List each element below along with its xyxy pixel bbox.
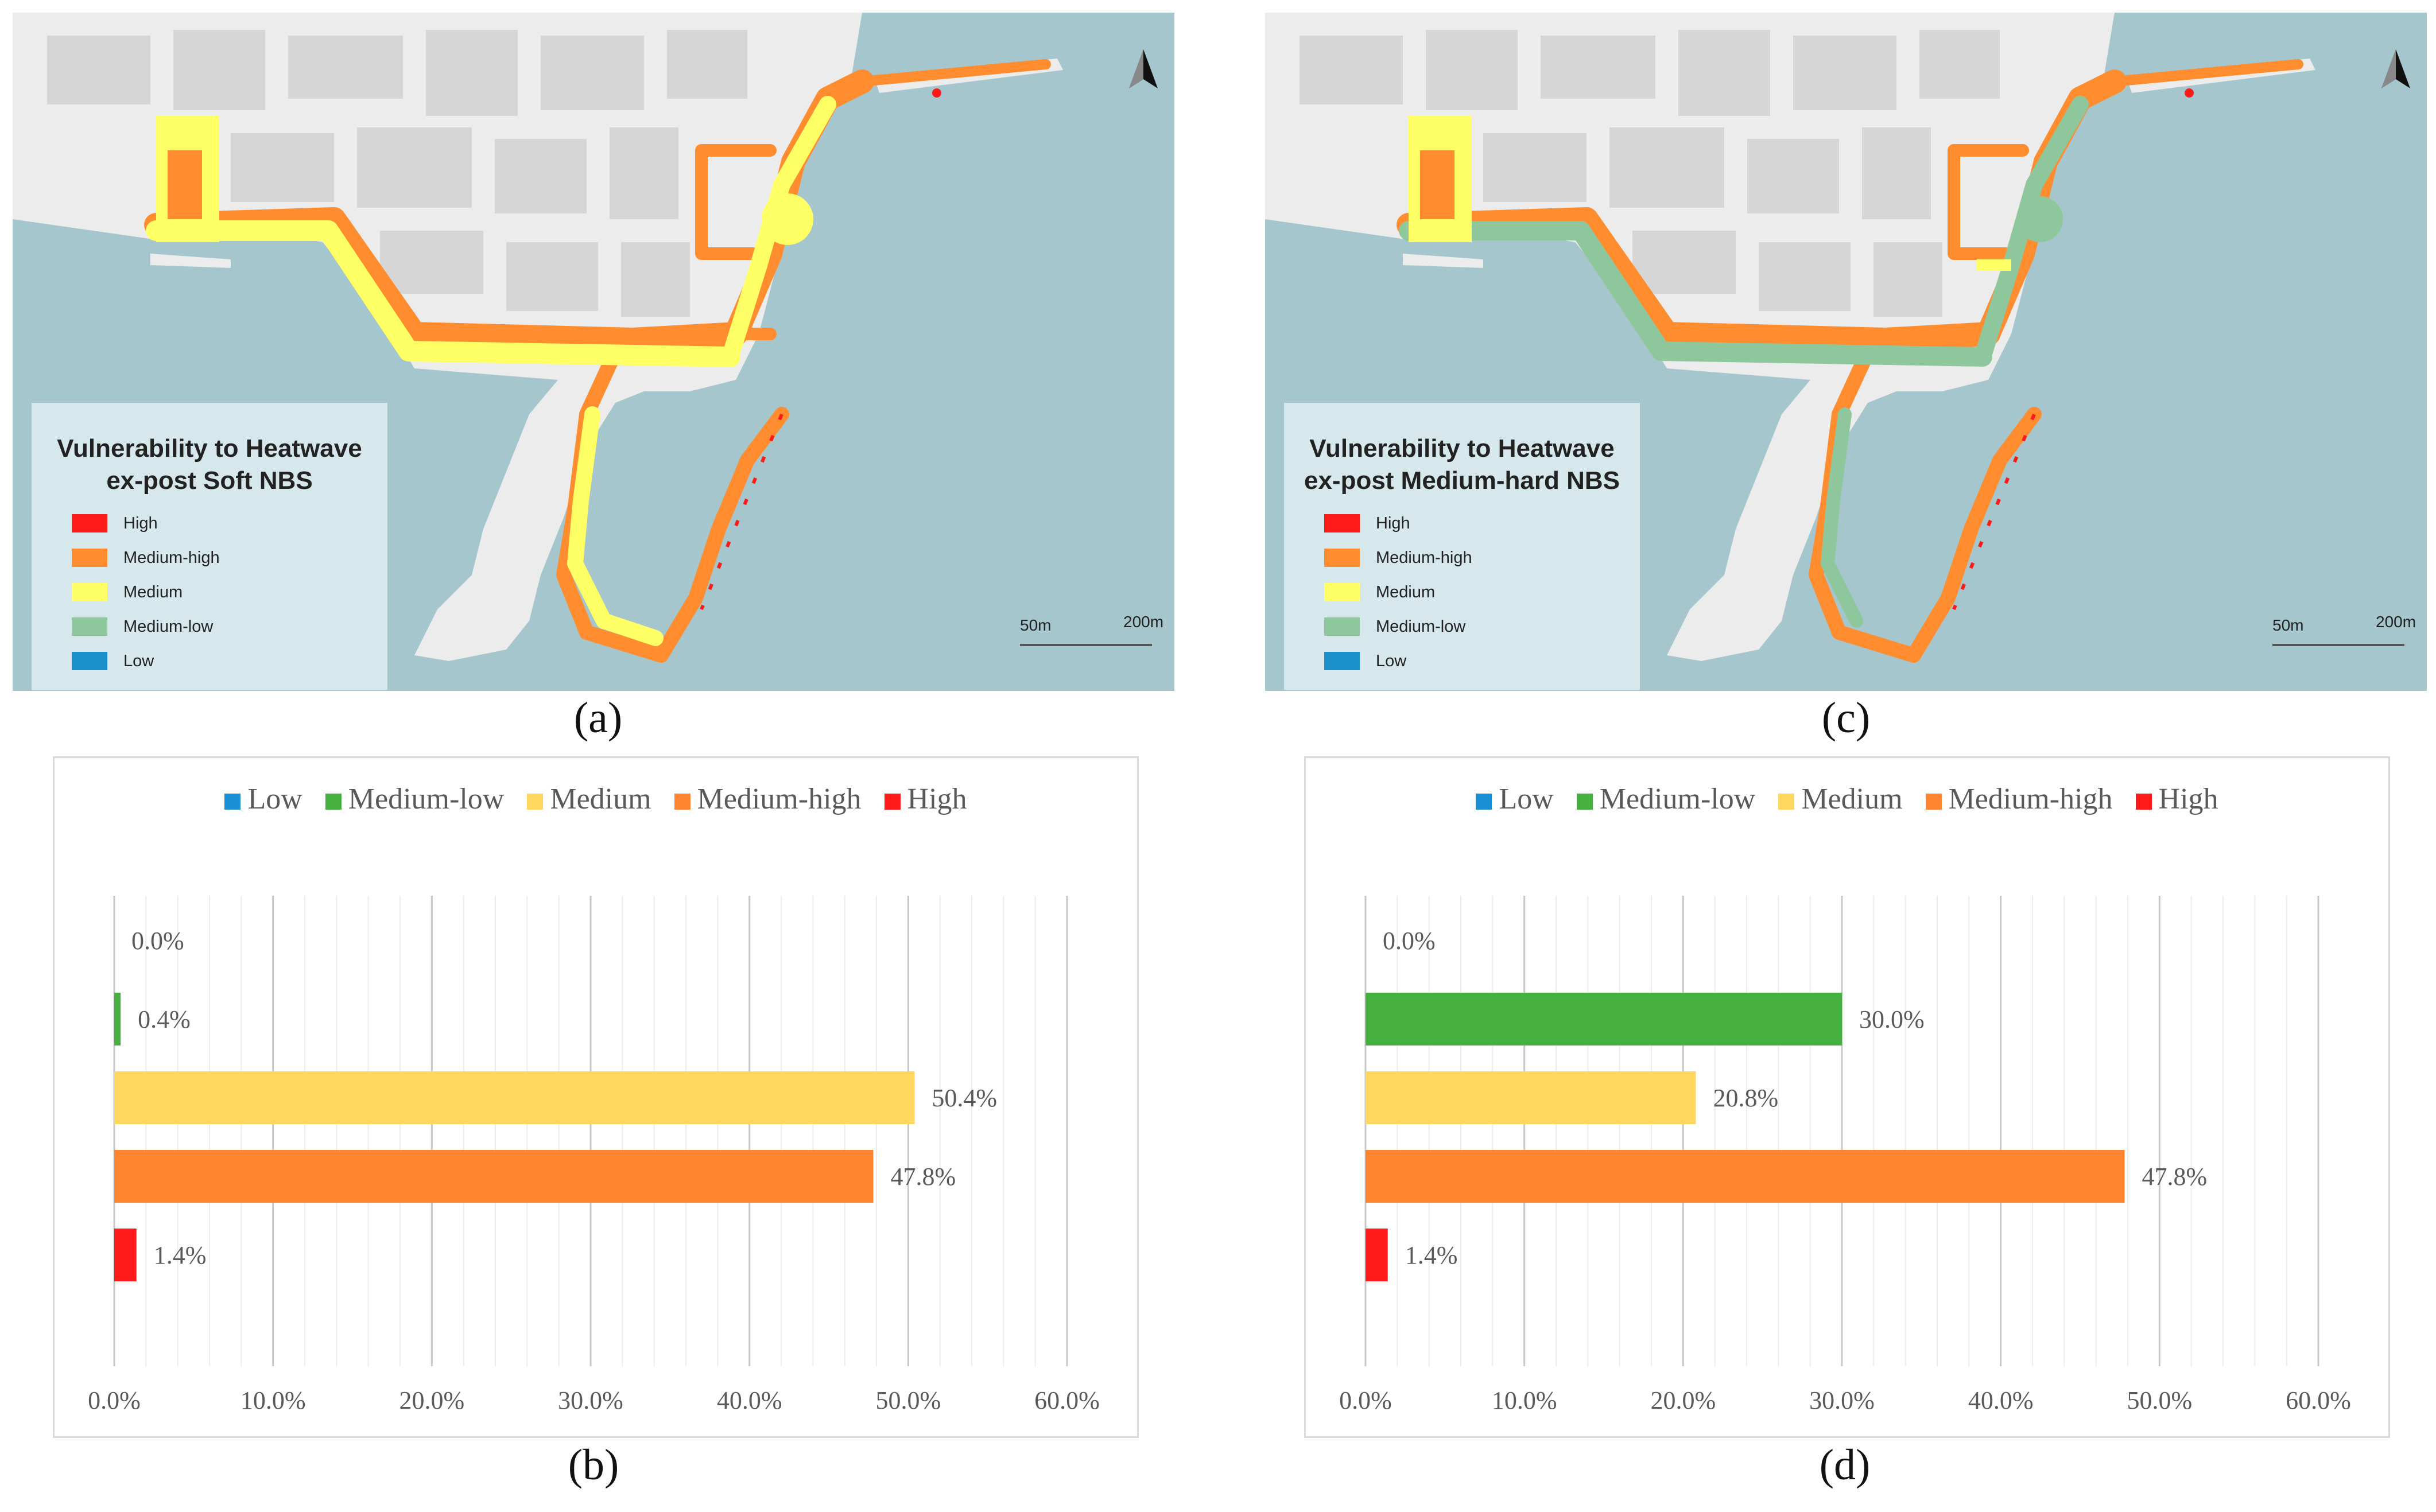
legend-swatch [72, 583, 107, 601]
north-arrow-icon [2376, 47, 2416, 93]
legend-entry-low: Low [224, 783, 302, 815]
legend-swatch [1324, 652, 1360, 670]
legend-swatch [1925, 794, 1942, 810]
legend-label: Medium-high [1948, 783, 2113, 815]
x-tick-label: 0.0% [88, 1386, 141, 1414]
legend-swatch [72, 514, 107, 532]
bar-medium-high [114, 1150, 874, 1203]
legend-swatch [1324, 617, 1360, 636]
legend-swatch [2135, 794, 2152, 810]
x-tick-label: 50.0% [2127, 1386, 2193, 1414]
chart-legend: Low Medium-low Medium Medium-high High [1306, 782, 2388, 816]
bar-chart-soft-nbs: Low Medium-low Medium Medium-high High 0.0% 1… [53, 756, 1139, 1438]
x-tick-label: 40.0% [717, 1386, 782, 1414]
chart-legend: Low Medium-low Medium Medium-high High [55, 782, 1137, 816]
bar-medium [114, 1071, 915, 1124]
legend-swatch [72, 549, 107, 567]
panel-label-a: (a) [573, 694, 623, 742]
legend-swatch [1324, 549, 1360, 567]
legend-entry-high: High [2135, 783, 2218, 815]
legend-entry-medium-low: Medium-low [325, 783, 505, 815]
legend-swatch [527, 794, 544, 810]
chart-plot-area: 0.0% 10.0% 20.0% 30.0% 40.0% 50.0% 60.0% 0.0% 0.… [88, 896, 1100, 1414]
legend-swatch [1324, 514, 1360, 532]
data-label: 0.0% [1383, 927, 1436, 955]
map-panel-c: Vulnerability to Heatwave ex-post Medium… [1265, 13, 2427, 691]
legend-swatch [884, 794, 901, 810]
x-tick-label: 30.0% [1809, 1386, 1875, 1414]
legend-entry-high: High [884, 783, 967, 815]
heatwave-map-medium-hard-nbs [1265, 13, 2315, 663]
panel-label-b: (b) [568, 1441, 619, 1489]
legend-title: Vulnerability to Heatwave ex-post Soft N… [57, 434, 362, 495]
panel-label-c: (c) [1821, 694, 1871, 742]
legend-label: Low [1499, 783, 1554, 815]
heatwave-map-soft-nbs [13, 13, 1063, 663]
panel-label-d: (d) [1819, 1441, 1871, 1489]
data-label: 1.4% [1405, 1241, 1458, 1269]
bar-high [1366, 1229, 1388, 1281]
legend-label: Low [247, 783, 302, 815]
map-legend-c: Vulnerability to Heatwave ex-post Medium… [1284, 403, 1640, 690]
legend-entry-medium-high: Medium-high [674, 783, 862, 815]
x-tick-label: 20.0% [399, 1386, 465, 1414]
legend-entry-medium-low: Medium-low [1576, 783, 1756, 815]
legend-swatch [1576, 794, 1593, 810]
legend-swatch [1324, 583, 1360, 601]
legend-swatch [674, 794, 691, 810]
scale-bar: 50m 200m [2272, 609, 2422, 655]
data-label: 0.0% [131, 927, 184, 955]
legend-label: High [2158, 783, 2218, 815]
chart-plot-area: 0.0% 10.0% 20.0% 30.0% 40.0% 50.0% 60.0% 0.0% 30… [1339, 896, 2351, 1414]
bar-medium-high [1366, 1150, 2125, 1203]
bar-medium-low [1366, 993, 1842, 1045]
legend-swatch [72, 652, 107, 670]
legend-label: Medium-low [1599, 783, 1756, 815]
scale-bar: 50m 200m [1020, 609, 1169, 655]
x-tick-label: 10.0% [1492, 1386, 1557, 1414]
data-label: 0.4% [138, 1005, 191, 1033]
data-label: 47.8% [2142, 1163, 2207, 1191]
data-label: 20.8% [1713, 1084, 1778, 1112]
x-tick-label: 0.0% [1339, 1386, 1392, 1414]
map-panel-a: Vulnerability to Heatwave ex-post Soft N… [13, 13, 1174, 691]
legend-swatch [72, 617, 107, 636]
legend-label: Medium [550, 783, 651, 815]
legend-swatch [1476, 794, 1492, 810]
x-tick-label: 30.0% [558, 1386, 623, 1414]
x-tick-label: 20.0% [1651, 1386, 1716, 1414]
x-tick-label: 50.0% [876, 1386, 941, 1414]
bar-high [114, 1229, 137, 1281]
legend-swatch [224, 794, 241, 810]
legend-swatch [1778, 794, 1795, 810]
bar-chart-medium-hard-nbs: Low Medium-low Medium Medium-high High 0.0% 1… [1304, 756, 2390, 1438]
legend-label: Medium-high [697, 783, 862, 815]
legend-label: High [907, 783, 967, 815]
legend-entry-medium-high: Medium-high [1925, 783, 2113, 815]
x-tick-label: 60.0% [2286, 1386, 2351, 1414]
data-label: 50.4% [932, 1084, 997, 1112]
x-tick-label: 60.0% [1034, 1386, 1100, 1414]
bar-medium [1366, 1071, 1696, 1124]
data-label: 30.0% [1859, 1005, 1925, 1033]
map-legend-a: Vulnerability to Heatwave ex-post Soft N… [32, 403, 387, 690]
legend-swatch [325, 794, 342, 810]
bar-medium-low [114, 993, 121, 1045]
north-arrow-icon [1123, 47, 1163, 93]
legend-title: Vulnerability to Heatwave ex-post Medium… [1304, 434, 1620, 495]
data-label: 1.4% [154, 1241, 207, 1269]
x-tick-label: 10.0% [241, 1386, 306, 1414]
legend-label: Medium [1801, 783, 1903, 815]
legend-entry-medium: Medium [527, 783, 651, 815]
legend-entry-low: Low [1476, 783, 1554, 815]
legend-label: Medium-low [348, 783, 505, 815]
x-tick-label: 40.0% [1968, 1386, 2034, 1414]
legend-entry-medium: Medium [1778, 783, 1903, 815]
data-label: 47.8% [890, 1163, 956, 1191]
